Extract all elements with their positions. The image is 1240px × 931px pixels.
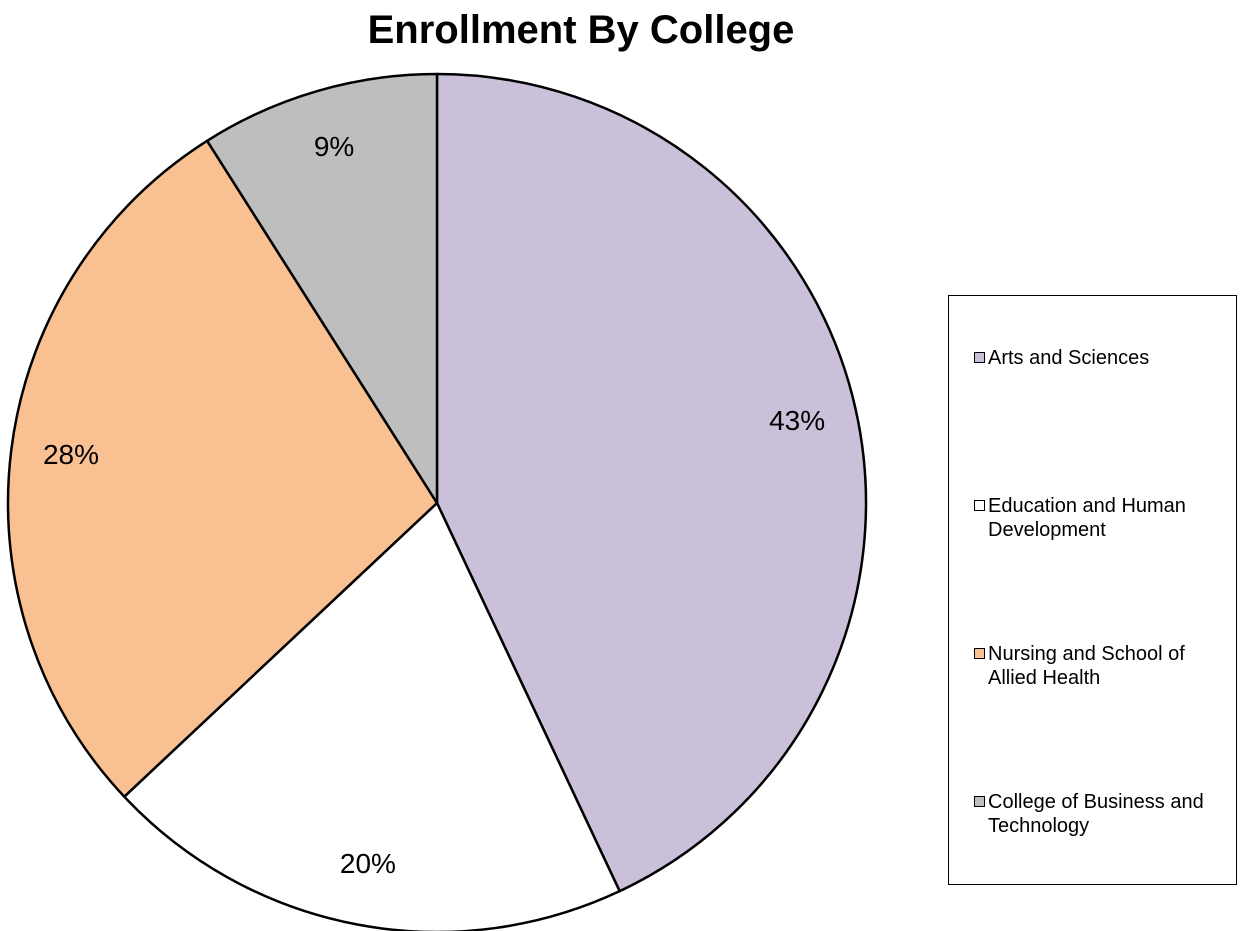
legend-item-arts-and-sciences: Arts and Sciences (974, 346, 1229, 370)
legend: Arts and Sciences Education and Human De… (948, 295, 1237, 885)
data-label-business: 9% (314, 131, 354, 162)
pie-chart: 43% 20% 28% 9% (6, 72, 868, 931)
legend-item-nursing: Nursing and School of Allied Health (974, 642, 1229, 690)
legend-swatch-education (974, 500, 985, 511)
pie-slice-nursing (6, 139, 439, 798)
pie-slice-arts-and-sciences (435, 72, 868, 893)
chart-title: Enrollment By College (367, 8, 795, 52)
legend-item-business: College of Business and Technology (974, 790, 1229, 838)
pie-slice-business (205, 72, 439, 505)
legend-swatch-nursing (974, 648, 985, 659)
legend-label: Education and Human Development (988, 495, 1186, 541)
data-label-education: 20% (340, 848, 396, 879)
legend-label: College of Business and Technology (988, 791, 1204, 837)
legend-swatch-arts-and-sciences (974, 352, 985, 363)
legend-label: Arts and Sciences (988, 347, 1150, 369)
data-label-arts-and-sciences: 43% (769, 405, 825, 436)
legend-label: Nursing and School of Allied Health (988, 643, 1185, 689)
pie-slice-education (123, 501, 621, 931)
legend-item-education: Education and Human Development (974, 494, 1229, 542)
data-label-nursing: 28% (43, 439, 99, 470)
legend-swatch-business (974, 796, 985, 807)
